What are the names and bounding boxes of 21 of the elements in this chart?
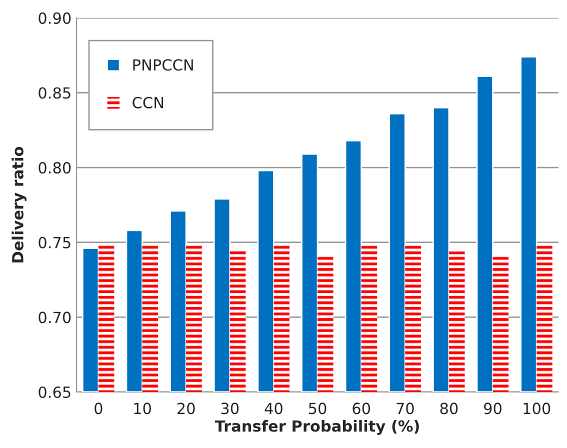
y-tick-label: 0.80 [38,162,71,174]
x-tick-label: 70 [396,402,414,414]
y-tick-label: 0.75 [38,236,70,248]
x-tick-label: 0 [94,402,102,414]
y-tick-label: 0.90 [38,12,71,24]
legend-label: CCN [132,96,164,108]
x-tick-label: 80 [440,402,458,414]
x-tick-label: 30 [221,402,239,414]
legend-label: PNPCCN [133,59,193,71]
x-tick-label: 10 [134,402,151,414]
x-tick-label: 60 [352,402,370,414]
x-tick-label: 50 [308,402,326,414]
y-tick-label: 0.85 [38,87,70,99]
x-tick-label: 20 [177,402,195,414]
x-tick-label: 90 [484,402,502,414]
y-axis-title: Delivery ratio [12,146,27,262]
x-axis-title: Transfer Probability (%) [214,420,419,435]
y-tick-label: 0.65 [38,386,70,398]
y-tick-label: 0.70 [38,312,71,324]
x-tick-label: 40 [264,402,282,414]
x-tick-label: 100 [524,402,550,414]
